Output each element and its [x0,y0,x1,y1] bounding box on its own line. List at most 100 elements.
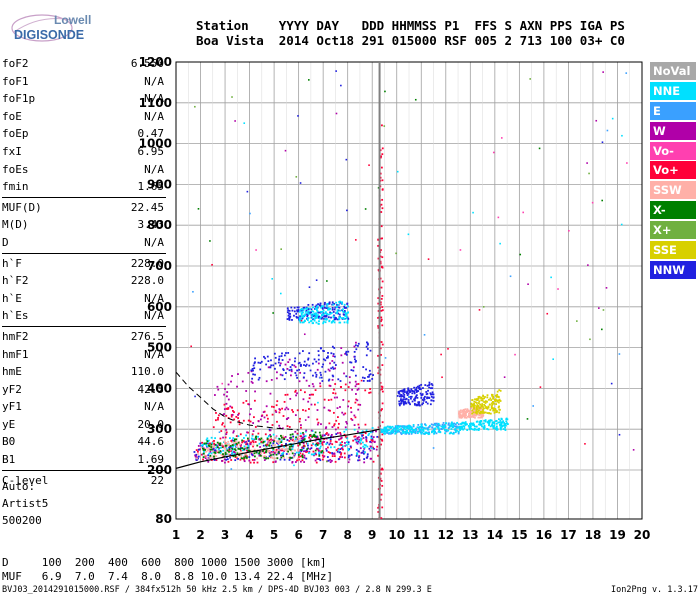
scatter-point [302,439,304,441]
scatter-point [478,412,481,415]
scatter-point [338,317,341,320]
scatter-point [426,427,429,430]
scatter-point [282,451,285,454]
param-name: yE [2,417,16,431]
scatter-point [377,326,380,329]
scatter-point [341,411,344,414]
scatter-point [358,426,360,429]
scatter-point [216,385,219,388]
scatter-point [338,451,341,454]
scatter-point [327,409,330,412]
scatter-point [329,451,331,454]
scatter-point [486,407,489,410]
scatter-point [502,420,505,423]
scatter-point [296,306,299,309]
scatter-point [302,447,305,450]
scatter-point [326,441,329,444]
scatter-point [343,430,346,433]
scatter-point [310,429,313,432]
scatter-point [442,427,445,429]
scatter-point [318,304,321,307]
scatter-point [278,411,281,414]
scatter-point [486,394,489,397]
scatter-point [278,437,281,440]
scatter-point [220,430,223,432]
scatter-point [342,317,345,319]
scatter-point [418,386,421,389]
scatter-point [333,314,335,317]
scatter-point [205,444,208,447]
scatter-point [269,433,271,436]
scatter-point [482,395,485,398]
logo-line2: DIGISONDE [14,28,84,42]
scatter-point [404,426,407,428]
scatter-point [365,456,368,459]
scatter-point [284,363,287,366]
scatter-point [416,432,419,435]
scatter-point [315,316,318,319]
scatter-point [347,405,350,408]
scatter-point [365,436,367,439]
scatter-point [196,450,199,453]
scatter-point [298,420,301,423]
scatter-point [467,413,470,415]
scatter-point [448,426,451,429]
scatter-point [243,448,246,451]
scatter-point [421,398,424,401]
scatter-point [330,312,333,314]
scatter-point [467,410,470,413]
scatter-point [366,342,369,345]
scatter-point [206,437,209,440]
scatter-point [379,303,382,306]
scatter-point [302,376,305,379]
scatter-point [404,400,406,403]
scatter-point [259,452,262,455]
scatter-point [353,345,356,348]
scatter-point [293,314,295,317]
scatter-point [235,415,238,418]
scatter-point [306,450,309,453]
scatter-point [223,458,226,461]
scatter-point [202,452,205,455]
scatter-point [423,397,425,400]
noise-point [308,286,311,288]
scatter-point [407,389,410,392]
scatter-point [462,413,464,415]
scatter-point [418,388,421,391]
scatter-point [298,437,300,440]
scatter-point [372,436,375,439]
scatter-point [421,403,424,406]
scatter-point [369,388,372,390]
scatter-point [317,316,320,319]
header: Station YYYY DAY DDD HHMMSS P1 FFS S AXN… [196,18,625,48]
scatter-point [281,436,283,439]
scatter-point [357,387,360,390]
scatter-point [314,431,317,434]
scatter-point [480,397,482,400]
scatter-point [466,423,468,426]
scatter-point [452,425,455,427]
scatter-point [319,434,322,437]
scatter-point [309,369,312,372]
noise-point [514,353,516,356]
scatter-point [417,423,420,426]
scatter-point [260,449,263,452]
scatter-point [363,443,366,446]
scatter-point [398,392,401,395]
scatter-point [347,456,350,459]
scatter-point [346,303,349,305]
scatter-point [232,455,235,458]
scatter-point [380,517,383,520]
scatter-point [420,397,423,399]
param-row: hmE 110.0 [2,363,166,381]
scatter-point [364,389,367,392]
scatter-point [293,364,296,367]
scatter-point [345,353,348,356]
scatter-point [290,457,293,459]
scatter-point [335,449,338,452]
scatter-point [428,386,431,389]
scatter-point [459,415,462,418]
scatter-point [396,429,399,432]
scatter-point [288,443,291,445]
scatter-point [466,415,469,418]
